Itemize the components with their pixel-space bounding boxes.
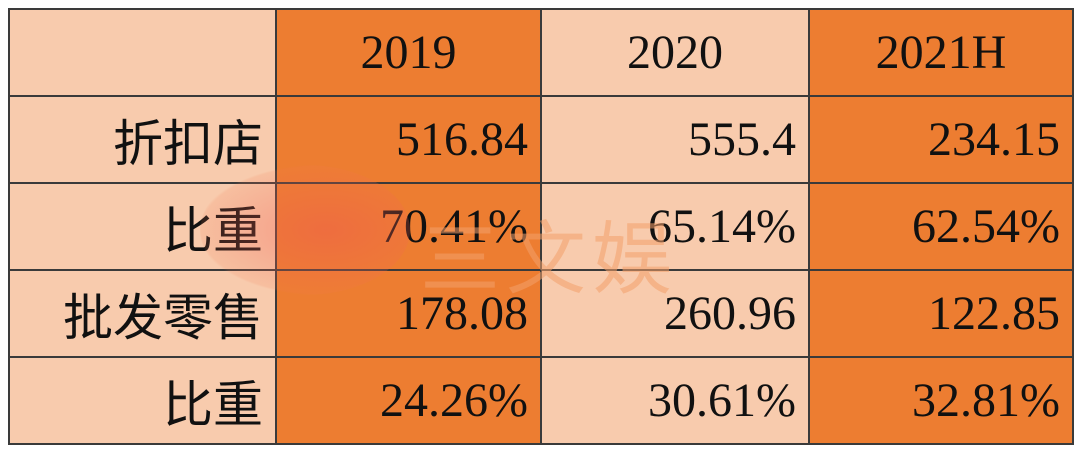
table-row: 比重 24.26% 30.61% 32.81% [8, 356, 1074, 445]
cell: 516.84 [275, 95, 542, 184]
table: 2019 2020 2021H 折扣店 516.84 555.4 234.15 比重 70.41… [8, 8, 1074, 445]
cell: 32.81% [808, 356, 1074, 445]
table-row: 批发零售 178.08 260.96 122.85 [8, 269, 1074, 358]
cell [8, 8, 277, 97]
cell: 555.4 [540, 95, 810, 184]
cell: 30.61% [540, 356, 810, 445]
cell: 比重 [8, 356, 277, 445]
cell: 2019 [275, 8, 542, 97]
cell: 批发零售 [8, 269, 277, 358]
cell: 260.96 [540, 269, 810, 358]
table-row: 比重 70.41% 65.14% 62.54% [8, 182, 1074, 271]
cell: 62.54% [808, 182, 1074, 271]
table-row: 折扣店 516.84 555.4 234.15 [8, 95, 1074, 184]
cell: 234.15 [808, 95, 1074, 184]
cell: 折扣店 [8, 95, 277, 184]
cell: 比重 [8, 182, 277, 271]
cell: 65.14% [540, 182, 810, 271]
cell: 178.08 [275, 269, 542, 358]
cell: 24.26% [275, 356, 542, 445]
cell: 70.41% [275, 182, 542, 271]
cell: 122.85 [808, 269, 1074, 358]
cell: 2021H [808, 8, 1074, 97]
cell: 2020 [540, 8, 810, 97]
header-row: 2019 2020 2021H [8, 8, 1074, 97]
